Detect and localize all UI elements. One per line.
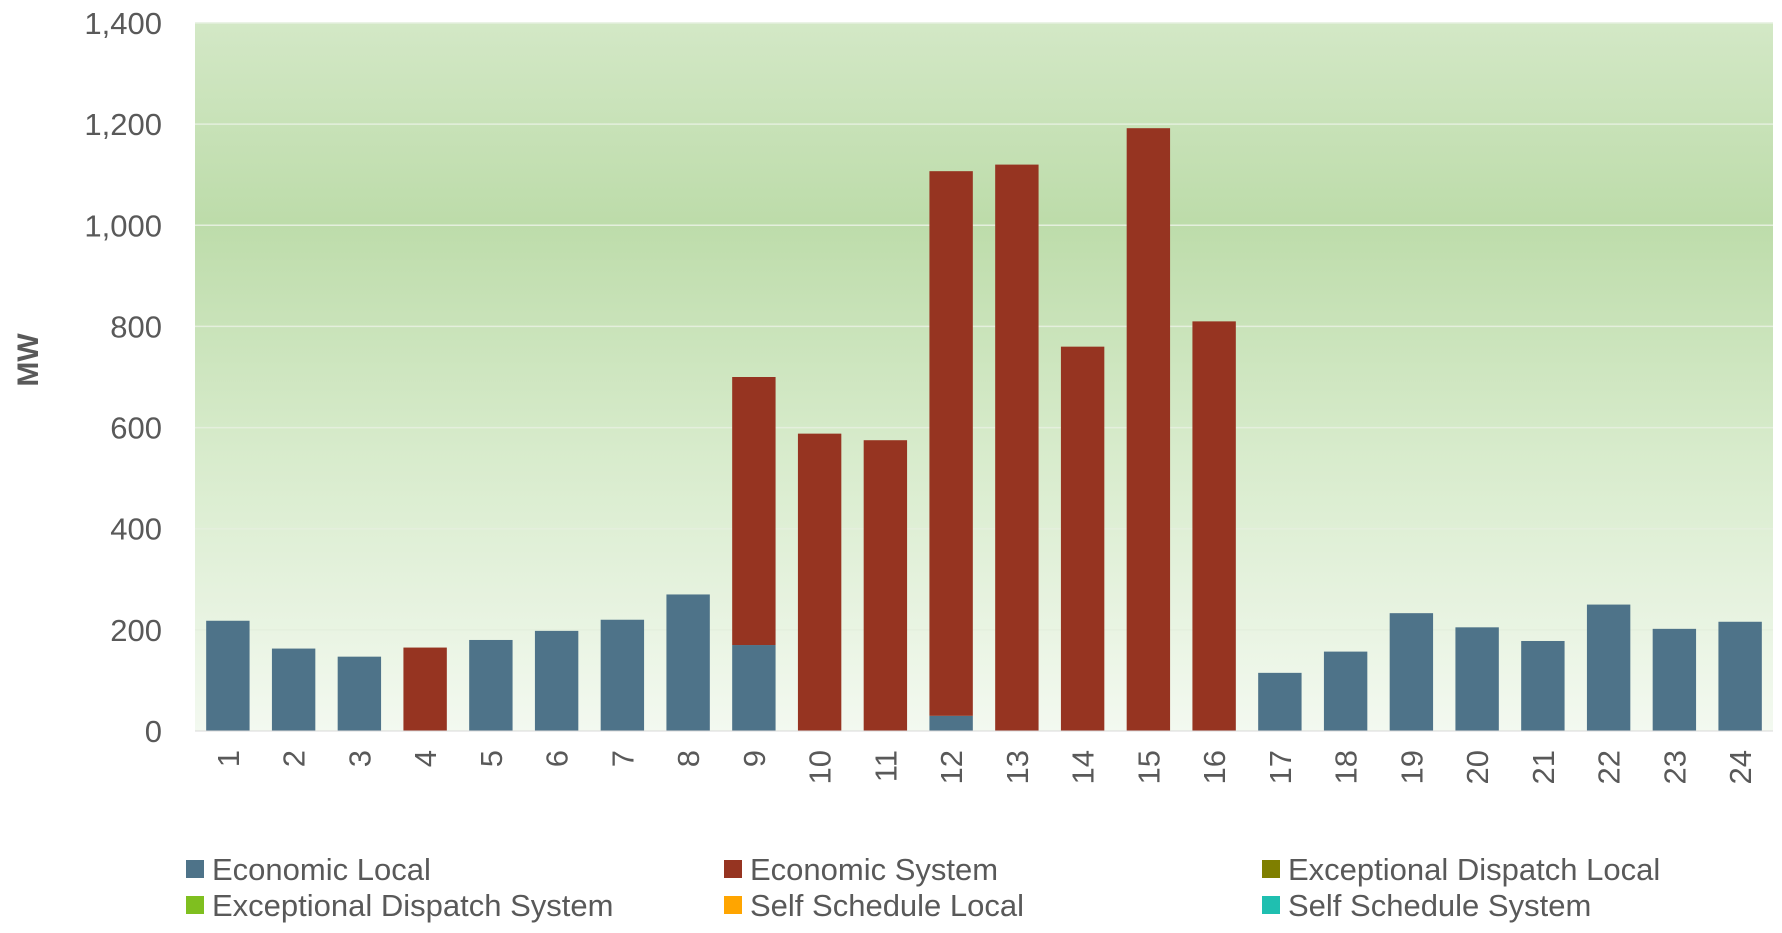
bar-segment: [929, 715, 973, 731]
bar-segment: [1060, 346, 1105, 731]
x-tick-label: 13: [1000, 750, 1035, 784]
bar-segment: [534, 630, 579, 731]
legend-swatch: [1262, 860, 1280, 878]
legend-label: Exceptional Dispatch Local: [1288, 852, 1660, 887]
y-tick-label: 0: [145, 714, 162, 749]
x-tick-label: 22: [1592, 750, 1627, 784]
x-tick-label: 2: [277, 750, 312, 767]
gridlines: [195, 22, 1773, 631]
bar-segment: [1389, 613, 1434, 731]
legend: Economic Local Economic System Exceptional…: [186, 852, 1660, 923]
x-tick-label: 1: [211, 750, 246, 767]
legend-label: Self Schedule System: [1288, 888, 1591, 923]
x-tick-label: 19: [1394, 750, 1429, 784]
y-axis-title: MW: [12, 333, 45, 387]
x-tick-label: 10: [803, 750, 838, 784]
x-tick-label: 18: [1329, 750, 1364, 784]
bar-segment: [732, 645, 776, 731]
bar-segment: [271, 648, 316, 731]
x-tick-label: 15: [1131, 750, 1166, 784]
x-tick-label: 17: [1263, 750, 1298, 784]
bar-segment: [1192, 321, 1236, 731]
bar-segment: [1586, 604, 1631, 731]
legend-swatch: [724, 896, 742, 914]
bar-segment: [1455, 627, 1499, 731]
bar-segment: [1323, 651, 1368, 731]
bar-segment: [1521, 640, 1565, 731]
plot-area: [195, 23, 1773, 731]
x-tick-label: 11: [868, 750, 903, 782]
bar-segment: [1126, 128, 1171, 731]
y-tick-label: 1,000: [84, 208, 162, 243]
bar-segment: [863, 440, 908, 731]
legend-label: Economic Local: [212, 852, 431, 887]
bar-segment: [797, 433, 842, 731]
x-tick-label: 8: [671, 750, 706, 767]
x-axis-ticks: 1 2 3 4 5 6 7 8 9 10 11 12 13 14 15 16 17 18 19 20 21 22 23 24: [211, 750, 1758, 784]
y-tick-label: 600: [110, 411, 162, 446]
legend-label: Economic System: [750, 852, 998, 887]
bars: [206, 128, 1762, 732]
y-tick-label: 800: [110, 309, 162, 344]
bar-segment: [206, 620, 250, 731]
x-tick-label: 3: [342, 750, 377, 767]
y-axis-ticks: 0 200 400 600 800 1,000 1,200 1,400: [84, 6, 162, 749]
x-tick-label: 21: [1526, 750, 1561, 784]
bar-segment: [469, 639, 513, 731]
x-tick-label: 5: [474, 750, 509, 767]
y-tick-label: 1,200: [84, 107, 162, 142]
x-tick-label: 4: [408, 750, 443, 767]
x-tick-label: 7: [605, 750, 640, 767]
bar-segment: [337, 656, 382, 731]
bar-segment: [929, 171, 973, 716]
x-tick-label: 9: [737, 750, 772, 767]
x-tick-label: 16: [1197, 750, 1232, 784]
x-tick-label: 24: [1723, 750, 1758, 784]
legend-swatch: [724, 860, 742, 878]
legend-swatch: [1262, 896, 1280, 914]
bar-segment: [995, 164, 1039, 732]
legend-swatch: [186, 896, 204, 914]
legend-swatch: [186, 860, 204, 878]
bar-segment: [666, 594, 710, 731]
y-tick-label: 1,400: [84, 6, 162, 41]
x-tick-label: 12: [934, 750, 969, 784]
y-tick-label: 200: [110, 613, 162, 648]
legend-label: Exceptional Dispatch System: [212, 888, 613, 923]
bar-segment: [600, 619, 645, 731]
legend-label: Self Schedule Local: [750, 888, 1024, 923]
x-tick-label: 23: [1657, 750, 1692, 784]
x-tick-label: 14: [1066, 750, 1101, 784]
x-tick-label: 20: [1460, 750, 1495, 784]
bar-segment: [1652, 628, 1697, 731]
x-tick-label: 6: [540, 750, 575, 767]
y-tick-label: 400: [110, 512, 162, 547]
bar-segment: [1718, 621, 1762, 731]
bar-segment: [403, 647, 447, 731]
bar-segment: [1258, 672, 1302, 731]
bar-segment: [732, 377, 776, 646]
